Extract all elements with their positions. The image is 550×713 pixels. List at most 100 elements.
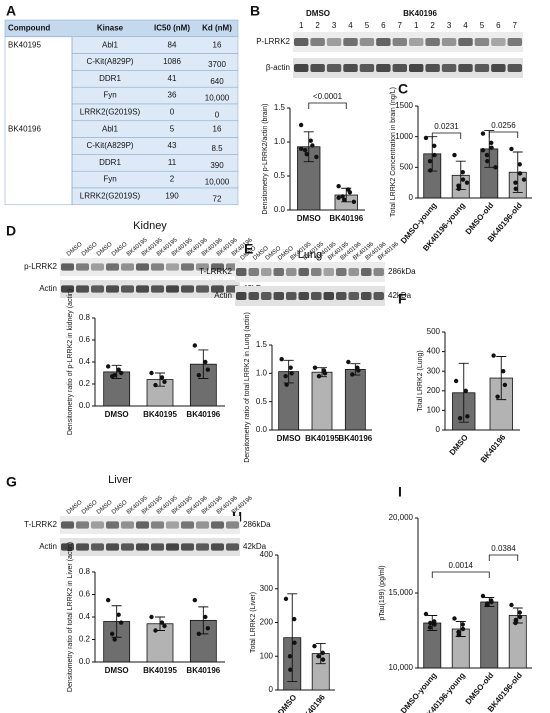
data-point [432,152,437,158]
data-point [502,382,508,388]
table-cell: DDR1 [99,74,121,83]
data-point [284,382,289,387]
x-tick-label: DMSO [277,434,301,443]
blot-band [91,543,104,551]
data-point [484,152,490,158]
data-point [513,180,518,185]
data-point [196,631,202,637]
data-point [112,637,117,642]
p-value: 0.0256 [491,121,516,130]
blot-band [376,64,391,72]
data-point [336,184,341,189]
data-point [423,611,429,617]
blot-band [236,268,247,276]
y-tick-label: 0.6 [79,590,91,599]
data-point [456,186,461,191]
blot-strip [60,258,240,276]
y-tick-label: 500 [400,162,414,171]
blot-band [136,285,149,293]
data-point [153,382,158,388]
blot-band [491,64,506,72]
table-cell: 390 [210,161,224,170]
data-point [336,195,341,200]
panel-label: B [250,3,260,19]
data-point [517,171,523,176]
y-tick-label: 0.0 [256,425,268,434]
panel-label: I [398,484,402,500]
lane-label: 4 [463,21,468,30]
y-tick-label: 1.5 [274,103,286,112]
table-cell: 640 [210,77,224,86]
panel-label: F [398,291,407,307]
blot-row-label: T-LRRK2 [199,267,232,276]
data-point [342,197,347,202]
p-value: 0.0014 [449,561,474,570]
data-point [428,168,433,173]
y-tick-label: 0.0 [79,657,91,666]
data-point [289,371,294,376]
data-point [162,623,167,629]
blot-band [76,263,89,271]
y-tick-label: 1.0 [256,368,268,377]
table-cell: 5 [170,124,175,133]
blot-size: 42kDa [388,291,412,300]
data-point [347,190,353,195]
table-cell: LRRK2(G2019S) [80,192,141,201]
data-point [105,364,111,369]
data-point [112,373,117,378]
data-point [118,620,124,625]
lane-label: DMSO [111,499,129,515]
blot-band [151,543,164,551]
data-point [118,370,124,376]
table-cell: Abl1 [102,40,119,49]
blot-strip [60,516,240,534]
blot-band [286,268,297,276]
panel-label: G [6,474,17,490]
table-cell: 43 [168,141,177,150]
lane-label: DMSO [81,241,99,257]
data-point [116,367,121,372]
lane-label: 5 [480,21,485,30]
table-cell: 84 [168,40,177,49]
y-tick-label: 0.5 [274,171,286,180]
significance-bracket [431,132,462,139]
y-axis-label: Total LRRK2 (Lung) [417,350,424,411]
error-bar [198,349,209,379]
data-point [517,610,522,615]
blot-band [376,38,391,46]
blot-band [441,38,457,46]
y-tick-label: 1000 [395,132,413,141]
table-header: IC50 (nM) [154,24,190,33]
table-cell: 1086 [163,57,181,66]
data-point [346,359,351,365]
blot-band [121,543,134,551]
blot-band [106,285,119,293]
data-point [485,601,490,606]
blot-band [359,64,375,72]
blot-band [373,292,384,300]
y-tick-label: 0.6 [79,335,91,344]
blot-row-label: Actin [214,291,232,300]
blot-band [196,543,209,551]
table-cell: 11 [168,158,177,167]
table-cell: 0 [215,111,220,120]
data-point [322,371,328,376]
x-tick-label: DMSO [448,433,470,457]
blot-strip [293,32,523,52]
blot-group: DMSO [306,9,330,18]
data-point [423,135,429,141]
data-point [517,614,523,620]
data-point [316,373,322,379]
data-point [312,643,317,649]
blot-band [392,64,407,72]
blot-title: Lung [298,249,322,261]
x-tick-label: BK40195 [305,434,339,443]
blot-row-label: Actin [39,542,57,551]
y-tick-label: 100 [427,406,441,415]
lane-label: DMSO [96,499,114,515]
blot-band [136,543,149,551]
bar [344,368,366,431]
data-point [513,617,518,623]
error-bar [287,593,298,683]
table-header: Kd (nM) [202,24,232,33]
